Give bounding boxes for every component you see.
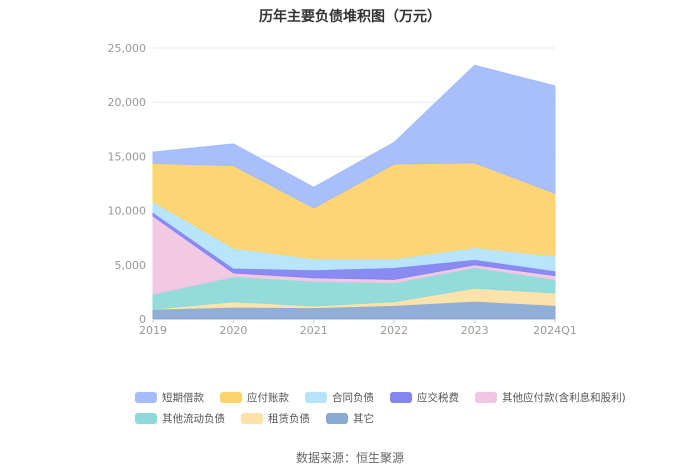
- x-tick-label: 2024Q1: [533, 324, 577, 337]
- legend-row: 短期借款 应付账款 合同负债 应交税费 其他应付款(含利息和股利): [135, 387, 626, 408]
- legend-label: 合同负债: [332, 392, 374, 404]
- legend-swatch-icon: [220, 392, 242, 403]
- legend-swatch-icon: [305, 392, 327, 403]
- y-tick-label: 10,000: [108, 205, 147, 218]
- legend-item[interactable]: 应交税费: [390, 390, 459, 405]
- legend-swatch-icon: [241, 413, 263, 424]
- x-tick-label: 2019: [139, 324, 167, 337]
- legend-item[interactable]: 短期借款: [135, 390, 204, 405]
- legend-swatch-icon: [326, 413, 348, 424]
- legend-label: 其它: [353, 413, 374, 425]
- y-tick-label: 15,000: [108, 150, 147, 163]
- y-tick-label: 5,000: [115, 259, 147, 272]
- y-tick-label: 25,000: [108, 42, 147, 55]
- legend: 短期借款 应付账款 合同负债 应交税费 其他应付款(含利息和股利) 其他流动负债 租赁负债…: [135, 387, 626, 429]
- y-tick-label: 20,000: [108, 96, 147, 109]
- legend-item[interactable]: 其他应付款(含利息和股利): [475, 390, 626, 405]
- legend-swatch-icon: [390, 392, 412, 403]
- legend-item[interactable]: 其它: [326, 411, 374, 426]
- x-tick-label: 2022: [380, 324, 408, 337]
- axes: 0 5,000 10,000 15,000 20,000 25,000 2019 2020 20…: [108, 42, 577, 337]
- legend-swatch-icon: [475, 392, 497, 403]
- legend-item[interactable]: 合同负债: [305, 390, 374, 405]
- legend-item[interactable]: 租赁负债: [241, 411, 310, 426]
- legend-swatch-icon: [135, 413, 157, 424]
- legend-label: 其他流动负债: [162, 413, 225, 425]
- legend-item[interactable]: 应付账款: [220, 390, 289, 405]
- stacked-areas: [152, 64, 556, 320]
- y-tick-label: 0: [139, 313, 146, 326]
- legend-label: 应交税费: [417, 392, 459, 404]
- x-tick-label: 2020: [219, 324, 247, 337]
- legend-swatch-icon: [135, 392, 157, 403]
- legend-label: 其他应付款(含利息和股利): [502, 392, 626, 404]
- legend-item[interactable]: 其他流动负债: [135, 411, 225, 426]
- legend-label: 应付账款: [247, 392, 289, 404]
- legend-label: 租赁负债: [268, 413, 310, 425]
- chart-title: 历年主要负债堆积图（万元）: [259, 9, 441, 25]
- x-tick-label: 2023: [461, 324, 489, 337]
- legend-row: 其他流动负债 租赁负债 其它: [135, 408, 595, 429]
- source-note: 数据来源：恒生聚源: [295, 451, 404, 465]
- x-tick-label: 2021: [300, 324, 328, 337]
- area-series: [152, 64, 556, 209]
- legend-label: 短期借款: [162, 392, 204, 404]
